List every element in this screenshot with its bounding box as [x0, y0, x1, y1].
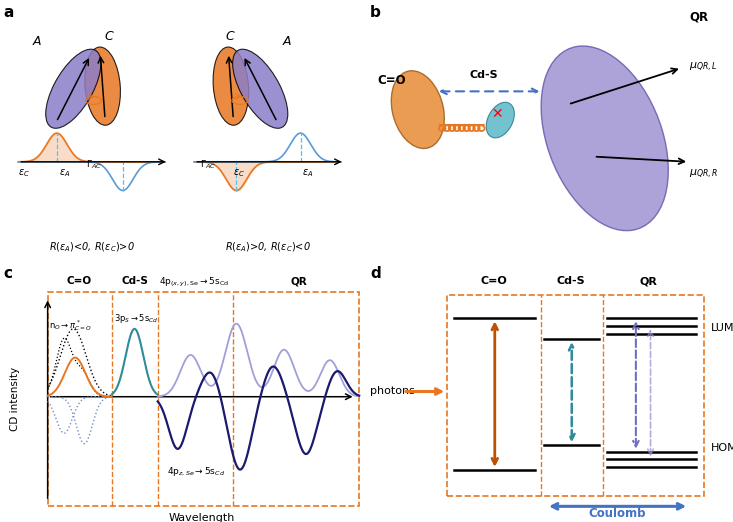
Text: 4p$_{(x,y),\rm Se}$$\to$5s$_{\rm Cd}$: 4p$_{(x,y),\rm Se}$$\to$5s$_{\rm Cd}$: [159, 276, 229, 289]
Bar: [447, 295, 704, 496]
Text: n$_O$$\to$$\pi^*_{C=O}$: n$_O$$\to$$\pi^*_{C=O}$: [50, 318, 93, 334]
Ellipse shape: [391, 71, 444, 148]
Text: C=O: C=O: [66, 277, 92, 287]
Text: d: d: [370, 266, 381, 281]
Text: C=O: C=O: [481, 277, 507, 287]
Text: C=O: C=O: [377, 74, 406, 87]
Text: QR: QR: [689, 11, 708, 24]
Text: $\mu_{QR,R}$: $\mu_{QR,R}$: [689, 168, 718, 182]
Ellipse shape: [232, 49, 288, 128]
Ellipse shape: [486, 102, 515, 138]
Text: HOMO: HOMO: [711, 443, 733, 453]
Text: A: A: [33, 35, 42, 48]
Text: photons: photons: [370, 386, 415, 397]
Text: C: C: [226, 30, 234, 43]
Ellipse shape: [85, 47, 120, 125]
Text: C: C: [104, 30, 113, 43]
Text: Cd-S: Cd-S: [469, 70, 498, 80]
Text: $\mu_{QR,L}$: $\mu_{QR,L}$: [689, 61, 718, 75]
Text: 3p$_S$$\to$5s$_{Cd}$: 3p$_S$$\to$5s$_{Cd}$: [114, 312, 158, 325]
Ellipse shape: [213, 47, 248, 125]
Text: Wavelength: Wavelength: [169, 513, 235, 522]
Text: $\Gamma_{AC}$: $\Gamma_{AC}$: [86, 158, 101, 171]
Text: $\varepsilon_A$: $\varepsilon_A$: [303, 167, 314, 179]
Text: $\varepsilon_C$: $\varepsilon_C$: [233, 167, 245, 179]
Text: $\Gamma_{AC}$: $\Gamma_{AC}$: [199, 158, 216, 171]
Text: A: A: [282, 35, 291, 48]
Text: $R(\varepsilon_A)$>0, $R(\varepsilon_C)$<0: $R(\varepsilon_A)$>0, $R(\varepsilon_C)$…: [224, 241, 311, 254]
Text: $\varepsilon_A$: $\varepsilon_A$: [59, 167, 70, 179]
Text: 4p$_{z,Se}$$\to$5s$_{Cd}$: 4p$_{z,Se}$$\to$5s$_{Cd}$: [166, 465, 225, 478]
Text: a: a: [4, 5, 14, 20]
Text: b: b: [370, 5, 381, 20]
Text: LUMO: LUMO: [711, 323, 733, 333]
Text: c: c: [4, 266, 12, 281]
Text: Cd-S: Cd-S: [121, 277, 148, 287]
Ellipse shape: [541, 46, 668, 231]
Text: QR: QR: [290, 277, 307, 287]
Text: $\varepsilon_C$: $\varepsilon_C$: [18, 167, 30, 179]
Bar: [48, 292, 359, 506]
Text: QR: QR: [640, 277, 658, 287]
Text: Coulomb: Coulomb: [589, 507, 647, 520]
Text: CD intensity: CD intensity: [10, 367, 20, 431]
Text: $R(\varepsilon_A)$<0, $R(\varepsilon_C)$>0: $R(\varepsilon_A)$<0, $R(\varepsilon_C)$…: [48, 241, 135, 254]
Text: ✕: ✕: [491, 106, 502, 121]
Text: Cd-S: Cd-S: [556, 277, 586, 287]
Ellipse shape: [45, 49, 101, 128]
